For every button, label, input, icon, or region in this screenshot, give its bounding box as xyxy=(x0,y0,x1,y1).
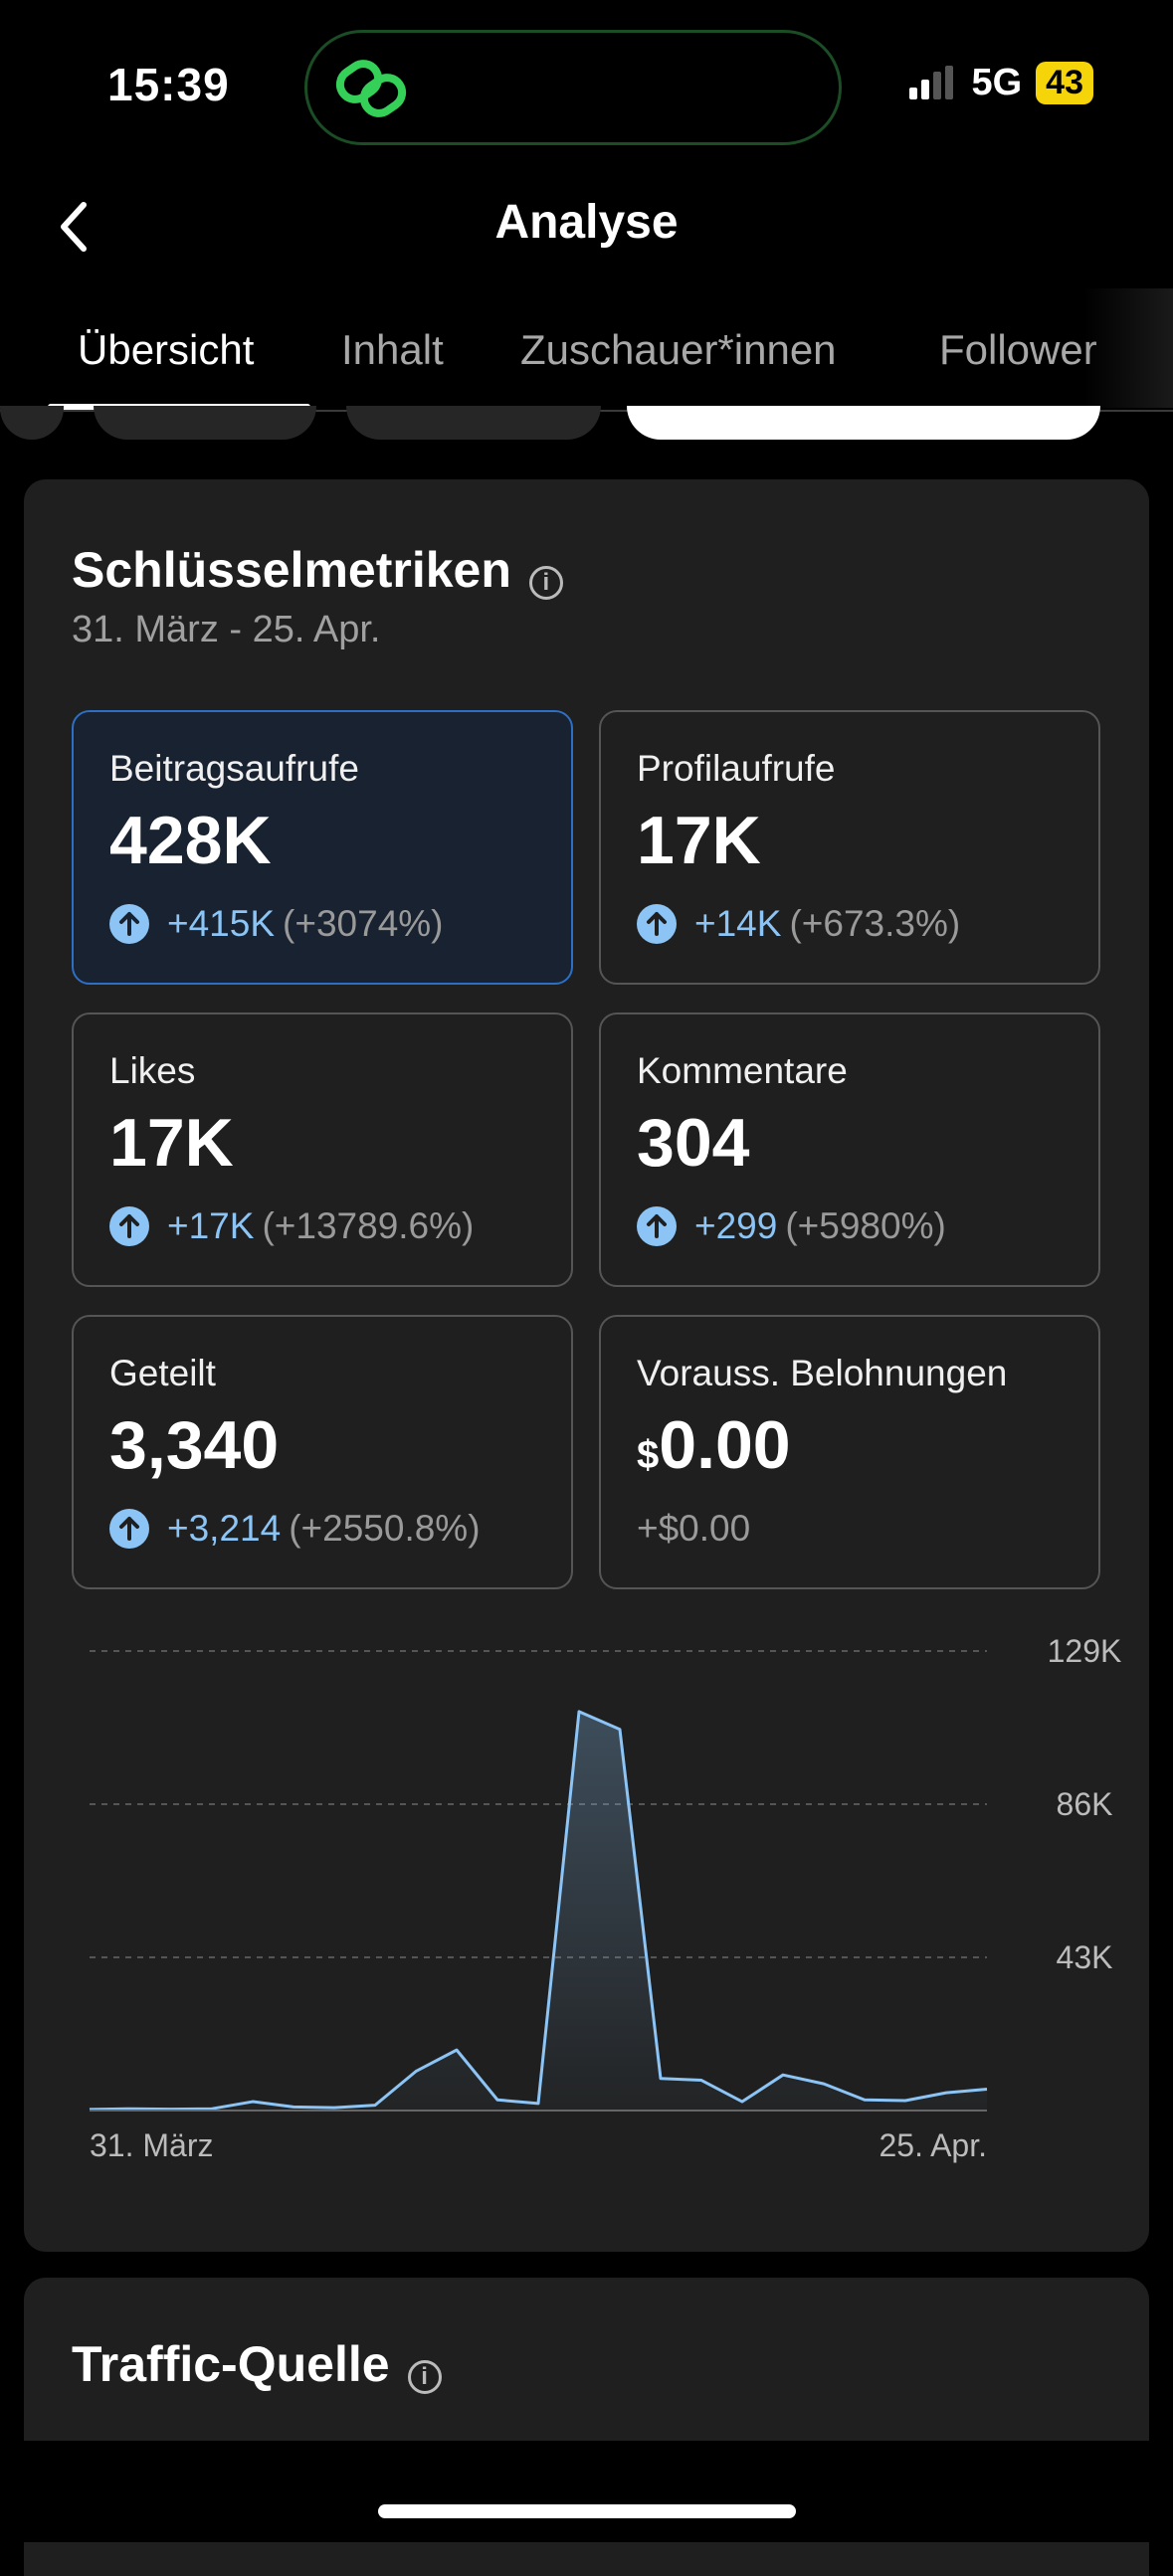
metric-label: Geteilt xyxy=(109,1353,216,1393)
currency-symbol: $ xyxy=(637,1433,660,1477)
metric-delta: +14K (+673.3%) xyxy=(637,903,960,945)
dynamic-island xyxy=(304,30,842,145)
tab-viewers[interactable]: Zuschauer*innen xyxy=(520,326,837,373)
series-line xyxy=(89,1710,988,2112)
metric-delta: +3,214 (+2550.8%) xyxy=(109,1508,481,1550)
tab-overview[interactable]: Übersicht xyxy=(78,326,255,373)
metric-delta: +17K (+13789.6%) xyxy=(109,1205,474,1247)
delta-percent: (+3074%) xyxy=(283,903,444,944)
metric-delta: +415K (+3074%) xyxy=(109,903,444,945)
metric-label: Likes xyxy=(109,1050,196,1091)
battery-indicator: 43 xyxy=(1036,62,1093,104)
metric-label: Beitragsaufrufe xyxy=(109,748,359,789)
info-icon[interactable]: i xyxy=(407,2359,442,2394)
page-title: Analyse xyxy=(494,196,679,249)
delta-percent: (+5980%) xyxy=(785,1205,946,1246)
metric-card-comments[interactable]: Kommentare 304 +299 (+5980%) xyxy=(599,1012,1100,1287)
metric-value: 3,340 xyxy=(109,1407,280,1483)
delta-percent: (+13789.6%) xyxy=(262,1205,475,1246)
arrow-up-icon xyxy=(109,1509,149,1549)
link-app-icon xyxy=(335,60,407,117)
status-indicators: 5G 43 xyxy=(909,62,1093,104)
delta-percent: (+673.3%) xyxy=(789,903,961,944)
tab-bar: Übersicht Inhalt Zuschauer*innen Followe… xyxy=(0,288,1173,412)
filter-chip[interactable] xyxy=(0,406,64,440)
y-tick-label: 86K xyxy=(1057,1786,1113,1822)
arrow-up-icon xyxy=(637,1206,677,1246)
metric-label: Kommentare xyxy=(637,1050,848,1091)
key-metrics-header: Schlüsselmetriken i xyxy=(72,541,563,600)
arrow-up-icon xyxy=(637,904,677,944)
metric-delta: +299 (+5980%) xyxy=(637,1205,946,1247)
filter-chip[interactable] xyxy=(94,406,316,440)
section-title: Schlüsselmetriken xyxy=(72,542,511,598)
metric-card-shares[interactable]: Geteilt 3,340 +3,214 (+2550.8%) xyxy=(72,1315,573,1589)
back-chevron-icon[interactable] xyxy=(48,197,107,257)
filter-chip-selected[interactable] xyxy=(627,406,1100,440)
delta-value: +415K xyxy=(167,903,276,944)
metric-label: Profilaufrufe xyxy=(637,748,836,789)
info-icon[interactable]: i xyxy=(528,565,563,600)
tab-fade xyxy=(1083,288,1173,408)
x-tick-label: 25. Apr. xyxy=(879,2127,987,2163)
key-metrics-card: Schlüsselmetriken i 31. März - 25. Apr. B… xyxy=(24,479,1149,2252)
metric-delta: +$0.00 xyxy=(637,1508,751,1549)
date-range: 31. März - 25. Apr. xyxy=(72,609,381,650)
traffic-header: Traffic-Quelle i xyxy=(72,2335,442,2394)
delta-value: +3,214 xyxy=(167,1508,282,1549)
signal-icon xyxy=(909,65,954,99)
network-label: 5G xyxy=(971,62,1023,103)
views-chart: 43K 86K 129K 31. März 25. Apr. xyxy=(89,1633,1122,2163)
arrow-up-icon xyxy=(109,904,149,944)
y-tick-label: 129K xyxy=(1048,1633,1122,1669)
metric-value: $0.00 xyxy=(637,1406,791,1484)
metric-card-estimated-rewards[interactable]: Vorauss. Belohnungen $0.00 +$0.00 xyxy=(599,1315,1100,1589)
bottom-area xyxy=(0,2441,1173,2542)
status-time: 15:39 xyxy=(107,59,230,110)
metric-value: 304 xyxy=(637,1105,750,1181)
section-title: Traffic-Quelle xyxy=(72,2336,390,2392)
delta-percent: (+2550.8%) xyxy=(289,1508,481,1549)
x-tick-label: 31. März xyxy=(90,2127,213,2163)
delta-value: +14K xyxy=(694,903,782,944)
series-area xyxy=(90,1711,987,2111)
metric-card-post-views[interactable]: Beitragsaufrufe 428K +415K (+3074%) xyxy=(72,710,573,985)
y-tick-label: 43K xyxy=(1057,1939,1113,1975)
filter-chip[interactable] xyxy=(346,406,601,440)
metric-card-profile-views[interactable]: Profilaufrufe 17K +14K (+673.3%) xyxy=(599,710,1100,985)
reward-amount: 0.00 xyxy=(659,1407,791,1483)
metric-card-likes[interactable]: Likes 17K +17K (+13789.6%) xyxy=(72,1012,573,1287)
delta-value: +17K xyxy=(167,1205,255,1246)
metric-value: 428K xyxy=(109,803,272,878)
tab-followers[interactable]: Follower xyxy=(939,326,1097,373)
delta-value: +299 xyxy=(694,1205,778,1246)
home-indicator[interactable] xyxy=(378,2504,796,2518)
metric-value: 17K xyxy=(637,803,761,878)
metric-label: Vorauss. Belohnungen xyxy=(637,1353,1008,1393)
metric-value: 17K xyxy=(109,1105,234,1181)
tab-content[interactable]: Inhalt xyxy=(341,326,444,373)
arrow-up-icon xyxy=(109,1206,149,1246)
